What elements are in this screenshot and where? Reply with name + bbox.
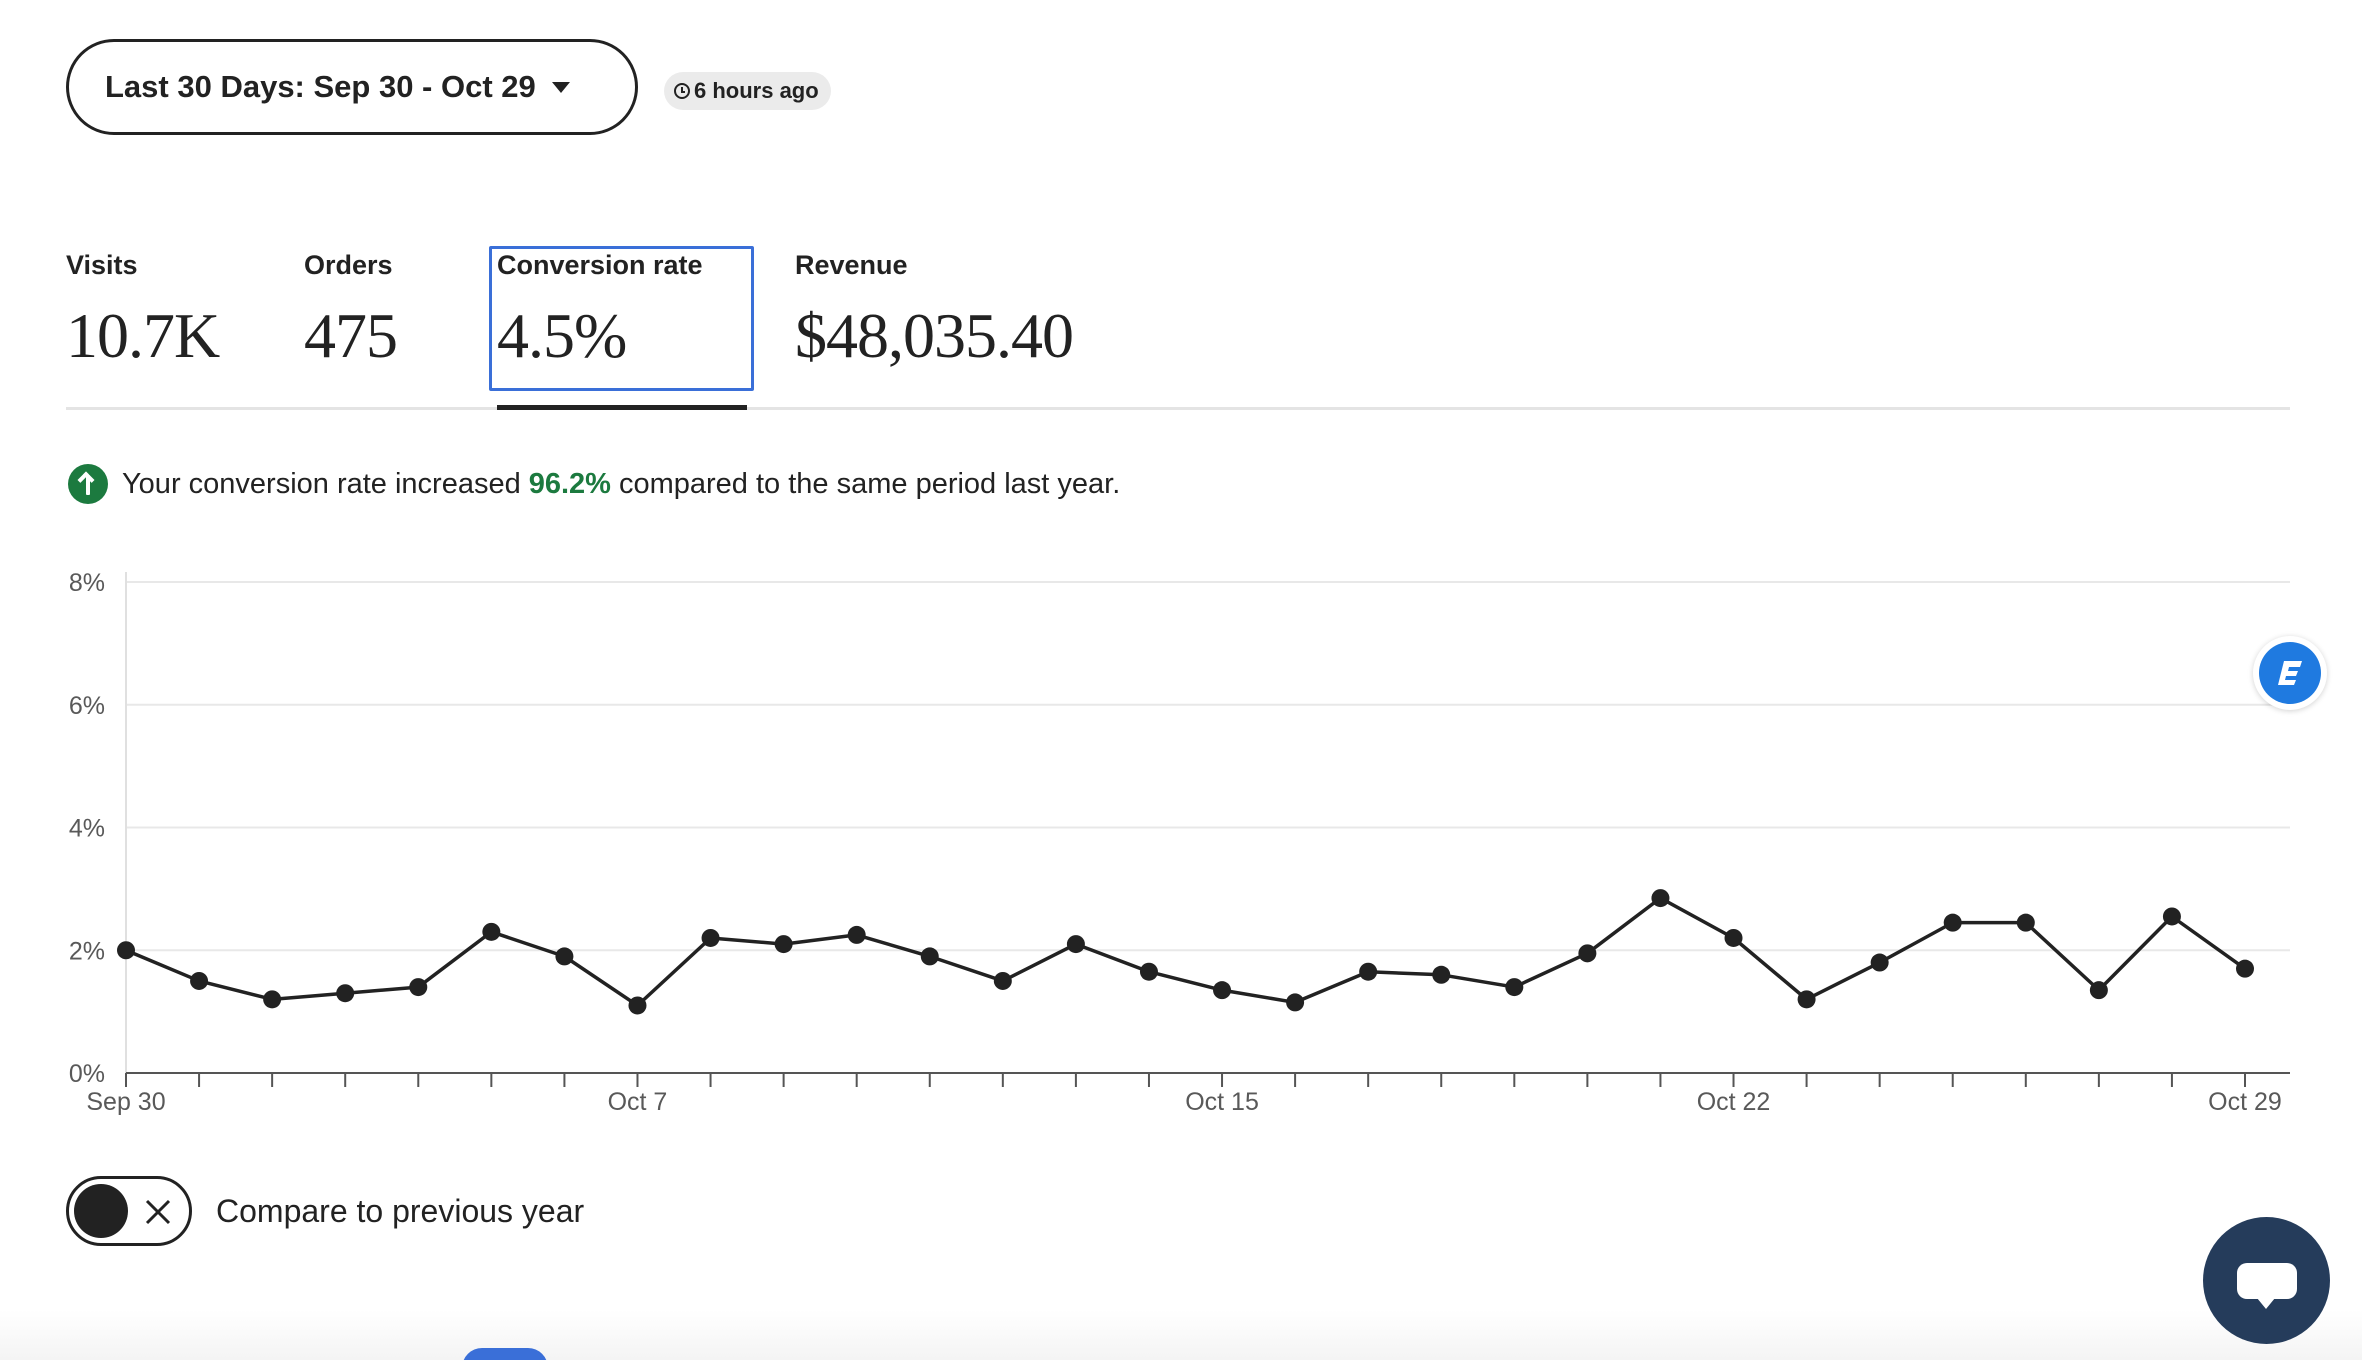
- data-point: [847, 925, 866, 944]
- data-point: [628, 996, 647, 1015]
- data-point: [1432, 965, 1451, 984]
- data-point: [2236, 959, 2254, 978]
- arrow-up-circle-icon: [68, 464, 108, 504]
- focus-ring: [489, 246, 754, 391]
- x-tick-label: Oct 29: [2208, 1088, 2282, 1116]
- data-point: [1066, 935, 1085, 954]
- data-point: [2016, 913, 2035, 932]
- chevron-down-icon: [551, 81, 570, 93]
- data-point: [190, 971, 209, 990]
- data-point: [336, 984, 355, 1003]
- data-point: [1505, 978, 1524, 997]
- data-point: [1797, 990, 1816, 1009]
- chat-bubble-icon: [2236, 1262, 2297, 1309]
- stat-value: 475: [304, 300, 398, 371]
- data-point: [117, 941, 135, 960]
- stat-label: Revenue: [795, 250, 908, 280]
- date-range-dropdown[interactable]: Last 30 Days: Sep 30 - Oct 29: [66, 39, 638, 135]
- stat-value: 4.5%: [497, 300, 627, 371]
- insight-percent: 96.2%: [528, 467, 611, 500]
- stat-tab-visits[interactable]: Visits 10.7K: [66, 250, 220, 373]
- section-badge-clipped: [462, 1348, 548, 1360]
- insight-prefix: Your conversion rate increased: [122, 467, 521, 500]
- y-tick-label: 2%: [69, 937, 105, 965]
- conversion-rate-chart: 0% 2% 4% 6% 8% Sep 30 Oct 7 Oct 15 Oct 22 Oct 29: [69, 569, 2290, 1116]
- y-tick-label: 0%: [69, 1060, 105, 1088]
- data-point: [1943, 913, 1962, 932]
- extension-icon: [2259, 642, 2321, 704]
- data-point: [555, 947, 574, 966]
- data-point: [2162, 907, 2181, 926]
- x-tick-label: Sep 30: [86, 1088, 165, 1116]
- active-tab-underline: [497, 405, 747, 410]
- stat-tab-conversion-rate[interactable]: Conversion rate 4.5%: [497, 250, 703, 373]
- date-range-label: Last 30 Days: Sep 30 - Oct 29: [105, 69, 536, 104]
- stat-value: $48,035.40: [795, 300, 1074, 371]
- stat-label: Conversion rate: [497, 250, 703, 280]
- stat-value: 10.7K: [66, 300, 220, 371]
- compare-previous-year-toggle[interactable]: [66, 1176, 192, 1246]
- series-line: [125, 896, 2247, 1008]
- data-point: [993, 971, 1012, 990]
- stat-tab-orders[interactable]: Orders 475: [304, 250, 398, 373]
- x-tick-label: Oct 22: [1697, 1088, 1771, 1116]
- data-point: [1651, 889, 1670, 908]
- data-point: [1870, 953, 1889, 972]
- stat-label: Visits: [66, 250, 138, 280]
- insight-message: Your conversion rate increased 96.2% com…: [68, 464, 1120, 504]
- tabs-divider: [66, 407, 2290, 410]
- data-point: [482, 922, 501, 941]
- clock-icon: [674, 83, 690, 99]
- data-point: [1139, 962, 1158, 981]
- data-point: [1359, 962, 1378, 981]
- toggle-knob: [74, 1184, 128, 1238]
- compare-label: Compare to previous year: [216, 1193, 585, 1229]
- bottom-fade: [0, 1310, 2362, 1360]
- chat-button[interactable]: [2203, 1217, 2330, 1344]
- insight-suffix: compared to the same period last year.: [618, 467, 1121, 500]
- x-tick-label: Oct 15: [1185, 1088, 1259, 1116]
- data-point: [409, 978, 428, 997]
- data-point: [1578, 944, 1597, 963]
- data-point: [2089, 981, 2108, 1000]
- y-tick-label: 8%: [69, 569, 105, 597]
- last-updated-badge: 6 hours ago: [664, 72, 831, 110]
- data-point: [263, 990, 282, 1009]
- stat-label: Orders: [304, 250, 393, 280]
- y-tick-label: 4%: [69, 815, 105, 843]
- data-point: [1213, 981, 1232, 1000]
- data-point: [920, 947, 939, 966]
- x-tick-label: Oct 7: [608, 1088, 668, 1116]
- stat-tab-revenue[interactable]: Revenue $48,035.40: [795, 250, 1074, 373]
- y-tick-label: 6%: [69, 692, 105, 720]
- data-point: [1724, 928, 1743, 947]
- data-point: [701, 928, 720, 947]
- close-icon: [145, 1199, 171, 1225]
- last-updated-label: 6 hours ago: [694, 78, 819, 103]
- extension-widget-button[interactable]: [2253, 636, 2327, 710]
- data-point: [1286, 993, 1305, 1012]
- data-point: [774, 935, 793, 954]
